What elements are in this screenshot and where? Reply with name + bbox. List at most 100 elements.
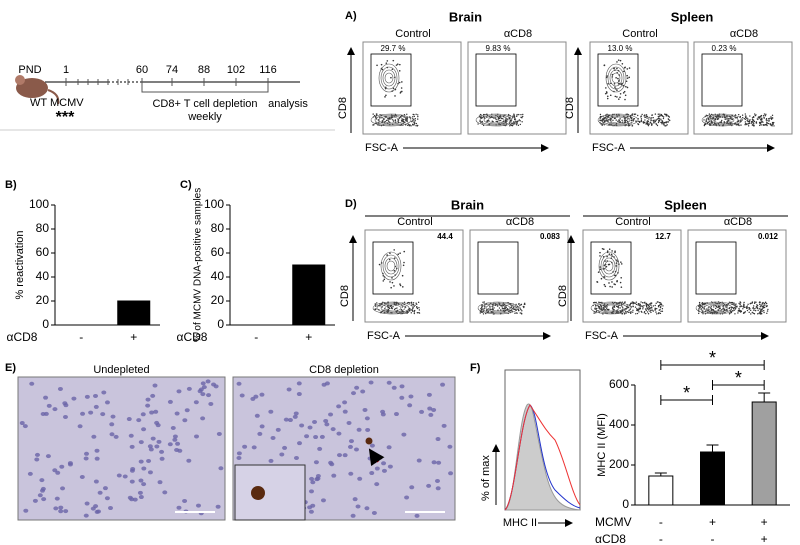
event-dot bbox=[766, 119, 768, 122]
event-dot bbox=[397, 253, 400, 256]
nucleus bbox=[436, 460, 442, 465]
event-dot bbox=[387, 119, 389, 122]
event-dot bbox=[646, 115, 649, 118]
nucleus bbox=[329, 462, 335, 467]
event-dot bbox=[747, 303, 749, 305]
nucleus bbox=[53, 506, 59, 511]
event-dot bbox=[761, 117, 763, 119]
event-dot bbox=[656, 301, 659, 303]
nucleus bbox=[130, 467, 136, 472]
event-dot bbox=[619, 121, 622, 123]
y-axis-label: CD8 bbox=[337, 97, 349, 119]
nucleus bbox=[310, 503, 316, 508]
nucleus bbox=[45, 454, 51, 459]
event-dot bbox=[509, 125, 511, 127]
event-dot bbox=[410, 302, 413, 304]
event-dot bbox=[395, 64, 398, 66]
nucleus bbox=[52, 468, 58, 473]
event-dot bbox=[635, 301, 638, 303]
nucleus bbox=[155, 423, 161, 428]
condition-label: αCD8 bbox=[730, 28, 758, 40]
event-dot bbox=[699, 304, 702, 307]
nucleus bbox=[391, 385, 397, 390]
nucleus bbox=[268, 409, 274, 414]
event-dot bbox=[648, 116, 650, 119]
event-dot bbox=[728, 313, 731, 315]
event-dot bbox=[595, 312, 597, 314]
event-dot bbox=[655, 123, 658, 125]
event-dot bbox=[519, 307, 521, 309]
nucleus bbox=[101, 390, 107, 395]
nucleus bbox=[122, 474, 128, 479]
event-dot bbox=[713, 306, 715, 308]
event-dot bbox=[417, 114, 419, 116]
event-dot bbox=[492, 120, 494, 123]
event-dot bbox=[657, 121, 660, 124]
event-dot bbox=[501, 306, 503, 308]
event-dot bbox=[507, 113, 510, 116]
event-dot bbox=[664, 113, 666, 115]
red-curve bbox=[504, 404, 581, 511]
event-dot bbox=[408, 123, 410, 126]
event-dot bbox=[385, 119, 388, 122]
timeline-day: 60 bbox=[136, 64, 148, 76]
nucleus bbox=[215, 504, 221, 509]
nucleus bbox=[104, 496, 110, 501]
y-tick-label: 20 bbox=[211, 293, 225, 307]
event-dot bbox=[616, 279, 618, 282]
contour bbox=[483, 115, 509, 125]
event-dot bbox=[734, 313, 736, 315]
event-dot bbox=[619, 59, 622, 62]
event-dot bbox=[413, 311, 416, 313]
nucleus bbox=[399, 384, 405, 389]
event-dot bbox=[641, 305, 643, 307]
nucleus bbox=[97, 490, 103, 495]
nucleus bbox=[299, 423, 305, 428]
y-tick-label: 600 bbox=[609, 377, 629, 391]
event-dot bbox=[611, 307, 614, 310]
nucleus bbox=[55, 470, 61, 475]
event-dot bbox=[645, 312, 647, 315]
nucleus bbox=[58, 505, 64, 510]
event-dot bbox=[399, 92, 402, 94]
nucleus bbox=[37, 493, 43, 498]
nucleus bbox=[146, 459, 152, 464]
event-dot bbox=[724, 118, 726, 121]
nucleus bbox=[95, 509, 101, 514]
event-dot bbox=[767, 308, 769, 311]
event-dot bbox=[654, 113, 657, 115]
event-dot bbox=[615, 76, 617, 79]
event-dot bbox=[657, 113, 659, 115]
event-dot bbox=[657, 312, 660, 315]
event-dot bbox=[393, 257, 396, 259]
nucleus bbox=[431, 460, 437, 465]
y-tick-label: 0 bbox=[622, 497, 629, 511]
event-dot bbox=[642, 308, 644, 310]
nucleus bbox=[428, 412, 434, 417]
event-dot bbox=[623, 90, 626, 93]
panel-label: D) bbox=[345, 198, 357, 210]
event-dot bbox=[738, 124, 740, 127]
event-dot bbox=[605, 87, 607, 89]
nucleus bbox=[41, 497, 47, 502]
nucleus bbox=[364, 416, 370, 421]
event-dot bbox=[400, 87, 403, 89]
event-dot bbox=[607, 82, 609, 85]
contour bbox=[384, 72, 394, 84]
event-dot bbox=[515, 124, 518, 126]
nucleus bbox=[71, 396, 77, 401]
event-dot bbox=[747, 120, 749, 123]
event-dot bbox=[410, 125, 412, 127]
x-tick-label: + bbox=[305, 330, 312, 344]
panel-label: C) bbox=[180, 179, 192, 191]
x-axis-label: FSC-A bbox=[365, 142, 399, 154]
event-dot bbox=[373, 114, 376, 117]
event-dot bbox=[603, 283, 606, 286]
nucleus bbox=[308, 489, 314, 494]
event-dot bbox=[647, 123, 649, 125]
event-dot bbox=[761, 305, 763, 308]
event-dot bbox=[639, 307, 641, 310]
nucleus bbox=[100, 412, 106, 417]
row-sign: - bbox=[659, 515, 663, 529]
event-dot bbox=[638, 307, 640, 309]
